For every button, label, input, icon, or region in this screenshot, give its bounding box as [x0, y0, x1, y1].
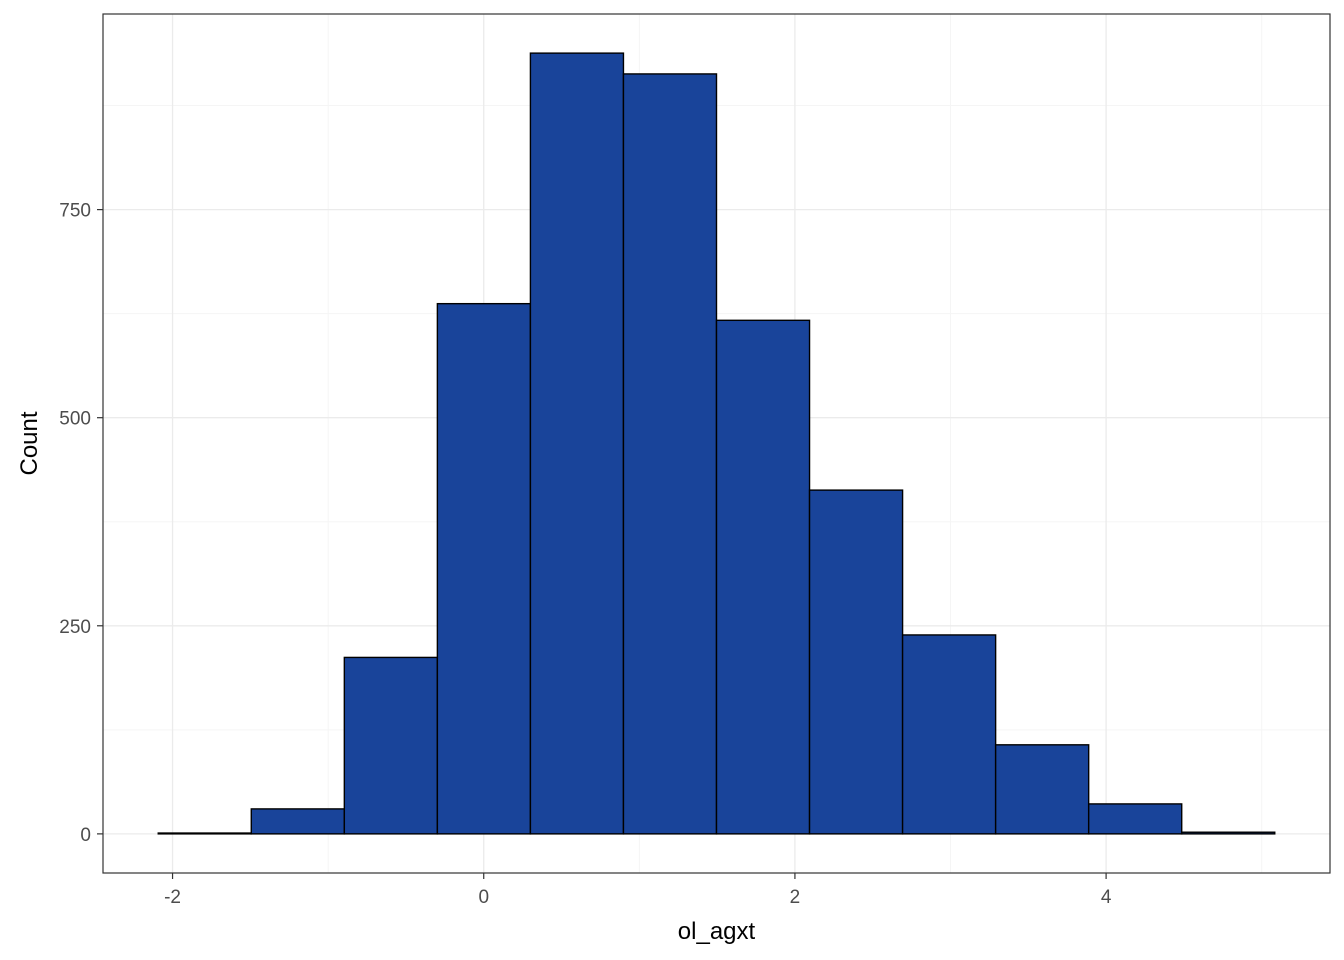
histogram-bar — [808, 489, 904, 835]
histogram-bar — [994, 744, 1090, 835]
x-axis-title: ol_agxt — [678, 918, 756, 945]
y-tick-label: 0 — [80, 825, 91, 846]
y-tick-label: 500 — [59, 409, 91, 430]
histogram-bar — [1087, 803, 1183, 835]
panel-border — [102, 13, 1331, 874]
y-tick-label: 250 — [59, 617, 91, 638]
x-tick-label: 4 — [1101, 887, 1112, 908]
histogram-bar — [901, 634, 997, 835]
histogram-bar — [1181, 831, 1276, 835]
histogram-bar — [622, 73, 718, 835]
histogram-bar — [715, 319, 811, 835]
histogram-bars — [157, 52, 1276, 835]
x-tick-label: -2 — [164, 887, 181, 908]
histogram-bar — [529, 52, 625, 835]
histogram-bar — [436, 302, 532, 835]
y-axis-title: Count — [16, 411, 43, 475]
x-tick-label: 0 — [478, 887, 489, 908]
histogram-bar — [157, 832, 252, 835]
y-tick-label: 750 — [59, 201, 91, 222]
histogram-bar — [343, 656, 439, 835]
y-axis-ticks: 0 250 500 750 — [59, 201, 103, 846]
histogram-bar — [250, 808, 346, 835]
x-tick-label: 2 — [790, 887, 801, 908]
x-axis-ticks: -2 0 2 4 — [164, 873, 1112, 908]
